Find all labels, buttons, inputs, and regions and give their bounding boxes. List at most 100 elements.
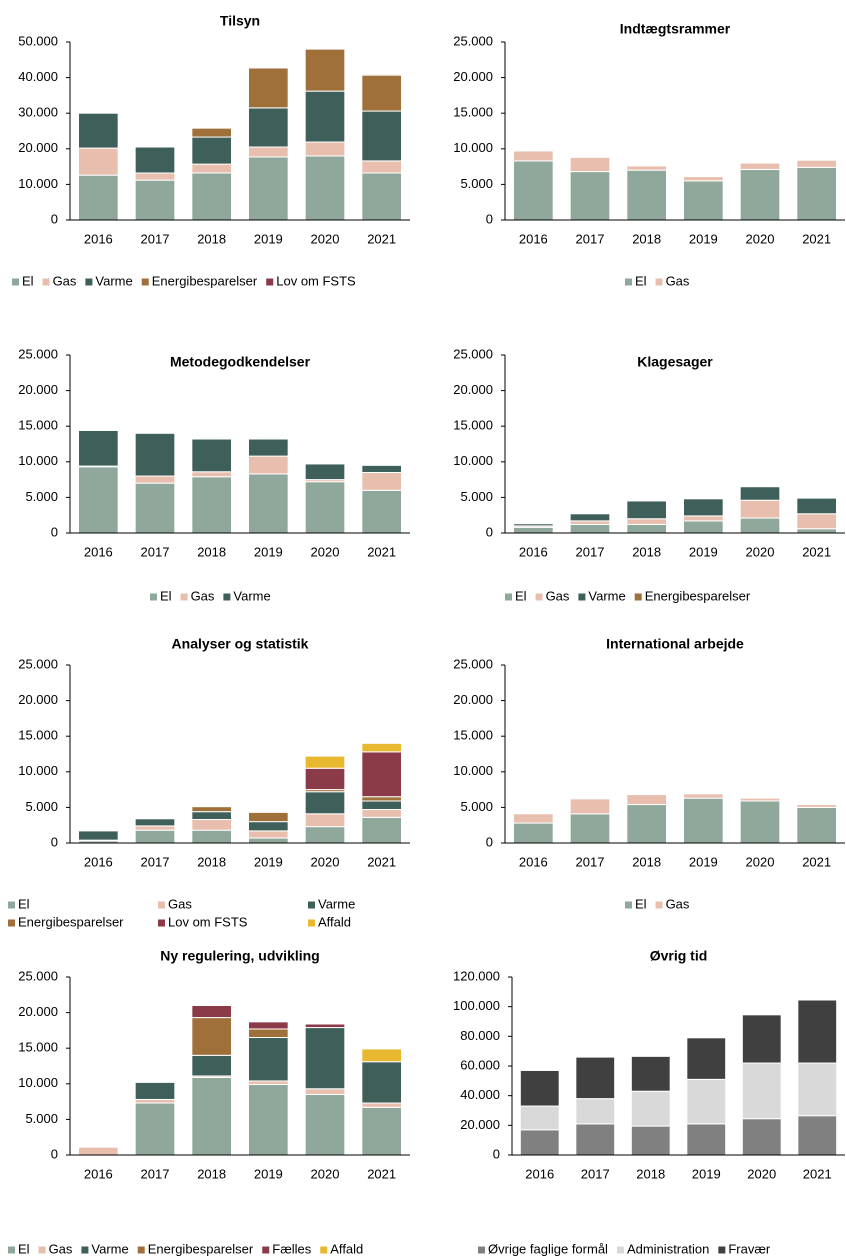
x-tick-label: 2019 — [689, 231, 718, 246]
legend-swatch — [150, 593, 157, 601]
y-tick-label: 15.000 — [453, 105, 493, 120]
y-tick-label: 40.000 — [18, 69, 58, 84]
legend-swatch — [625, 278, 632, 286]
bar-segment — [304, 481, 346, 534]
bar-segment — [134, 475, 176, 484]
x-tick-label: 2017 — [576, 544, 605, 559]
y-tick-label: 40.000 — [460, 1087, 500, 1102]
legend-swatch — [8, 919, 15, 927]
bar-segment — [191, 476, 232, 534]
y-tick-label: 5.000 — [460, 799, 493, 814]
y-tick-label: 10.000 — [453, 140, 493, 155]
bar-segment — [569, 798, 611, 815]
bar-segment — [304, 155, 346, 221]
bar-segment — [739, 499, 781, 519]
bar-segment — [248, 811, 289, 823]
legend-swatch — [535, 593, 543, 601]
bar-segment — [191, 829, 232, 844]
bar-segment — [304, 1093, 346, 1156]
x-tick-label: 2021 — [367, 231, 396, 246]
y-tick-label: 0 — [51, 211, 58, 226]
bar-segment — [78, 830, 119, 841]
bar-segment — [741, 1062, 782, 1120]
legend-label: El — [18, 1241, 30, 1256]
bar-segment — [248, 146, 289, 158]
x-tick-label: 2018 — [197, 854, 226, 869]
legend-swatch — [308, 901, 315, 909]
bar-segment — [569, 513, 611, 522]
bar-segment — [630, 1125, 671, 1156]
legend-label: Varme — [233, 588, 270, 603]
x-tick-label: 2016 — [525, 1166, 554, 1181]
y-tick-label: 20.000 — [453, 692, 493, 707]
bar-segment — [796, 804, 837, 808]
bar-segment — [739, 800, 781, 844]
y-tick-label: 0 — [486, 834, 493, 849]
bar-segment — [361, 742, 403, 753]
bar-segment — [796, 806, 837, 844]
bar-segment — [741, 1014, 782, 1064]
y-tick-label: 0 — [51, 834, 58, 849]
legend-swatch — [262, 1246, 270, 1254]
chart-title: Tilsyn — [220, 13, 260, 29]
bar-segment — [575, 1123, 616, 1156]
bar-segment — [519, 1129, 560, 1156]
bar-segment — [513, 160, 554, 221]
legend-swatch — [42, 278, 50, 286]
bar-segment — [248, 1021, 289, 1030]
bar-segment — [513, 813, 554, 824]
x-tick-label: 2020 — [311, 544, 340, 559]
bar-segment — [741, 1118, 782, 1156]
legend-label: Fælles — [272, 1241, 312, 1256]
legend-label: Energibesparelser — [148, 1241, 254, 1256]
bar-segment — [304, 767, 346, 791]
bar-segment — [191, 172, 232, 221]
bar-segment — [361, 160, 403, 174]
bar-segment — [575, 1098, 616, 1125]
legend-swatch — [223, 593, 231, 601]
bar-segment — [513, 523, 554, 527]
bar-segment — [683, 793, 724, 799]
legend-label: Affald — [318, 914, 351, 929]
x-tick-label: 2017 — [141, 854, 170, 869]
x-tick-label: 2018 — [197, 231, 226, 246]
bar-segment — [304, 791, 346, 815]
bar-segment — [191, 811, 232, 821]
x-tick-label: 2020 — [746, 854, 775, 869]
bar-segment — [686, 1078, 727, 1125]
bar-segment — [739, 168, 781, 221]
y-tick-label: 15.000 — [18, 418, 58, 433]
bar-segment — [361, 1061, 403, 1104]
bar-segment — [191, 806, 232, 813]
x-tick-label: 2019 — [692, 1166, 721, 1181]
x-tick-label: 2018 — [636, 1166, 665, 1181]
legend-label: Lov om FSTS — [168, 914, 248, 929]
bar-segment — [361, 471, 403, 491]
x-tick-label: 2021 — [803, 1166, 832, 1181]
y-tick-label: 25.000 — [18, 346, 58, 361]
y-tick-label: 20.000 — [460, 1117, 500, 1132]
y-tick-label: 20.000 — [453, 69, 493, 84]
x-tick-label: 2021 — [367, 1166, 396, 1181]
y-tick-label: 0 — [51, 524, 58, 539]
x-tick-label: 2020 — [746, 231, 775, 246]
legend-label: Gas — [191, 588, 215, 603]
y-tick-label: 10.000 — [18, 763, 58, 778]
bar-segment — [626, 804, 667, 844]
x-tick-label: 2016 — [84, 231, 113, 246]
bar-segment — [569, 156, 611, 173]
chart-title: Analyser og statistik — [172, 636, 309, 652]
bar-segment — [191, 1054, 232, 1077]
y-tick-label: 25.000 — [453, 656, 493, 671]
bar-segment — [513, 150, 554, 162]
bar-segment — [796, 528, 837, 534]
bar-segment — [78, 429, 119, 467]
bar-segment — [248, 1080, 289, 1086]
bar-segment — [78, 174, 119, 221]
legend-swatch — [8, 901, 15, 909]
bar-segment — [361, 816, 403, 844]
bar-segment — [191, 819, 232, 831]
bar-segment — [361, 489, 403, 534]
y-tick-label: 0 — [486, 211, 493, 226]
